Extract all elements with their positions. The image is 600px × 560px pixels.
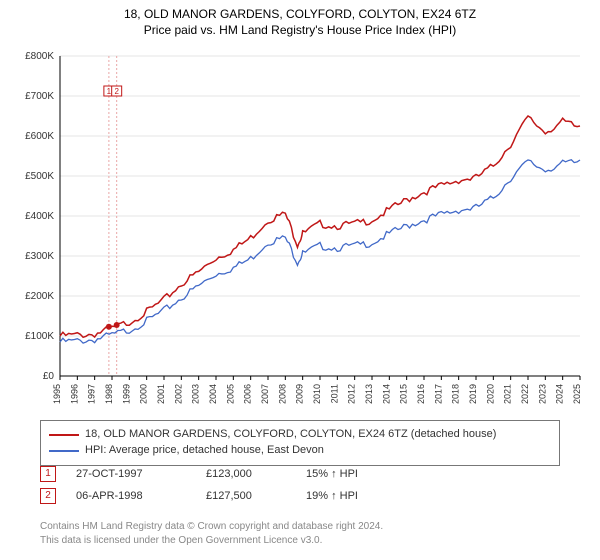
svg-text:2010: 2010 <box>312 384 322 404</box>
svg-text:2009: 2009 <box>295 384 305 404</box>
sale-row: 1 27-OCT-1997 £123,000 15% ↑ HPI <box>40 466 560 482</box>
svg-text:£600K: £600K <box>25 131 54 142</box>
svg-text:1995: 1995 <box>52 384 62 404</box>
chart-wrap: £0 £100K £200K £300K £400K £500K £600K £700K £80… <box>10 48 590 408</box>
attribution-line2: This data is licensed under the Open Gov… <box>40 534 560 548</box>
sale-price: £123,000 <box>206 468 286 480</box>
svg-text:£300K: £300K <box>25 251 54 262</box>
attribution-line1: Contains HM Land Registry data © Crown c… <box>40 520 560 534</box>
svg-text:2020: 2020 <box>485 384 495 404</box>
sale-hpi: 19% ↑ HPI <box>306 490 406 502</box>
svg-text:2: 2 <box>114 87 119 96</box>
svg-text:£700K: £700K <box>25 91 54 102</box>
svg-text:£500K: £500K <box>25 171 54 182</box>
svg-text:1996: 1996 <box>69 384 79 404</box>
svg-text:2004: 2004 <box>208 384 218 404</box>
svg-text:2017: 2017 <box>433 384 443 404</box>
svg-text:2025: 2025 <box>572 384 582 404</box>
svg-text:2022: 2022 <box>520 384 530 404</box>
svg-text:2014: 2014 <box>381 384 391 404</box>
svg-text:2024: 2024 <box>555 384 565 404</box>
sale-number-box: 1 <box>40 466 56 482</box>
svg-text:2001: 2001 <box>156 384 166 404</box>
svg-text:2000: 2000 <box>139 384 149 404</box>
legend-label: HPI: Average price, detached house, East… <box>85 443 324 459</box>
svg-text:£800K: £800K <box>25 51 54 62</box>
chart-container: 18, OLD MANOR GARDENS, COLYFORD, COLYTON… <box>0 0 600 560</box>
title-block: 18, OLD MANOR GARDENS, COLYFORD, COLYTON… <box>0 0 600 38</box>
svg-text:2008: 2008 <box>277 384 287 404</box>
svg-text:2011: 2011 <box>329 384 339 403</box>
svg-text:2007: 2007 <box>260 384 270 404</box>
legend-swatch <box>49 434 79 436</box>
svg-text:2015: 2015 <box>399 384 409 404</box>
svg-text:£400K: £400K <box>25 211 54 222</box>
svg-text:2002: 2002 <box>173 384 183 404</box>
svg-text:£200K: £200K <box>25 291 54 302</box>
svg-text:2016: 2016 <box>416 384 426 404</box>
legend-label: 18, OLD MANOR GARDENS, COLYFORD, COLYTON… <box>85 427 496 443</box>
svg-text:1: 1 <box>107 87 112 96</box>
attribution: Contains HM Land Registry data © Crown c… <box>40 520 560 547</box>
sale-row: 2 06-APR-1998 £127,500 19% ↑ HPI <box>40 488 560 504</box>
svg-text:2003: 2003 <box>191 384 201 404</box>
sale-number-box: 2 <box>40 488 56 504</box>
svg-text:2023: 2023 <box>537 384 547 404</box>
sale-price: £127,500 <box>206 490 286 502</box>
svg-text:2012: 2012 <box>347 384 357 404</box>
sale-date: 06-APR-1998 <box>76 490 186 502</box>
svg-text:£100K: £100K <box>25 331 54 342</box>
svg-text:2013: 2013 <box>364 384 374 404</box>
svg-text:2006: 2006 <box>243 384 253 404</box>
svg-text:2018: 2018 <box>451 384 461 404</box>
legend-row: HPI: Average price, detached house, East… <box>49 443 551 459</box>
svg-text:£0: £0 <box>43 371 55 382</box>
sale-hpi: 15% ↑ HPI <box>306 468 406 480</box>
legend-box: 18, OLD MANOR GARDENS, COLYFORD, COLYTON… <box>40 420 560 466</box>
sales-block: 1 27-OCT-1997 £123,000 15% ↑ HPI 2 06-APR-199… <box>40 460 560 510</box>
title-line2: Price paid vs. HM Land Registry's House … <box>0 22 600 38</box>
legend-row: 18, OLD MANOR GARDENS, COLYFORD, COLYTON… <box>49 427 551 443</box>
svg-text:2021: 2021 <box>503 384 513 404</box>
svg-text:1998: 1998 <box>104 384 114 404</box>
svg-text:2005: 2005 <box>225 384 235 404</box>
title-line1: 18, OLD MANOR GARDENS, COLYFORD, COLYTON… <box>0 6 600 22</box>
legend-swatch <box>49 450 79 452</box>
svg-text:2019: 2019 <box>468 384 478 404</box>
sale-date: 27-OCT-1997 <box>76 468 186 480</box>
line-chart: £0 £100K £200K £300K £400K £500K £600K £700K £80… <box>10 48 590 408</box>
svg-text:1997: 1997 <box>87 384 97 404</box>
svg-text:1999: 1999 <box>121 384 131 404</box>
